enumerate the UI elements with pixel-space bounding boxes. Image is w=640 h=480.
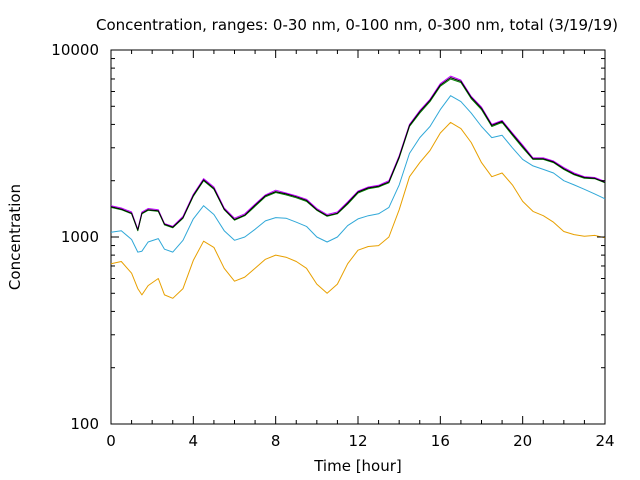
x-tick-label: 8 <box>271 432 281 450</box>
y-axis-label: Concentration <box>6 184 24 290</box>
x-tick-label: 4 <box>189 432 199 450</box>
y-tick-label: 1000 <box>61 228 99 246</box>
x-tick-label: 12 <box>348 432 367 450</box>
x-tick-label: 0 <box>106 432 116 450</box>
y-tick-label: 100 <box>70 415 99 433</box>
axis-layer: 0 4 8 12 16 20 24 100 1000 10000 <box>51 41 614 450</box>
x-tick-label: 16 <box>431 432 450 450</box>
x-tick-label: 24 <box>595 432 614 450</box>
x-tick-label: 20 <box>513 432 532 450</box>
series-line-4 <box>110 75 606 230</box>
series-layer <box>110 75 606 299</box>
series-line-2 <box>110 95 606 253</box>
x-axis-label: Time [hour] <box>313 457 402 475</box>
y-tick-label: 10000 <box>51 41 99 59</box>
series-line-5 <box>110 77 606 231</box>
chart-title: Concentration, ranges: 0-30 nm, 0-100 nm… <box>96 16 618 34</box>
series-line-1 <box>110 121 606 299</box>
